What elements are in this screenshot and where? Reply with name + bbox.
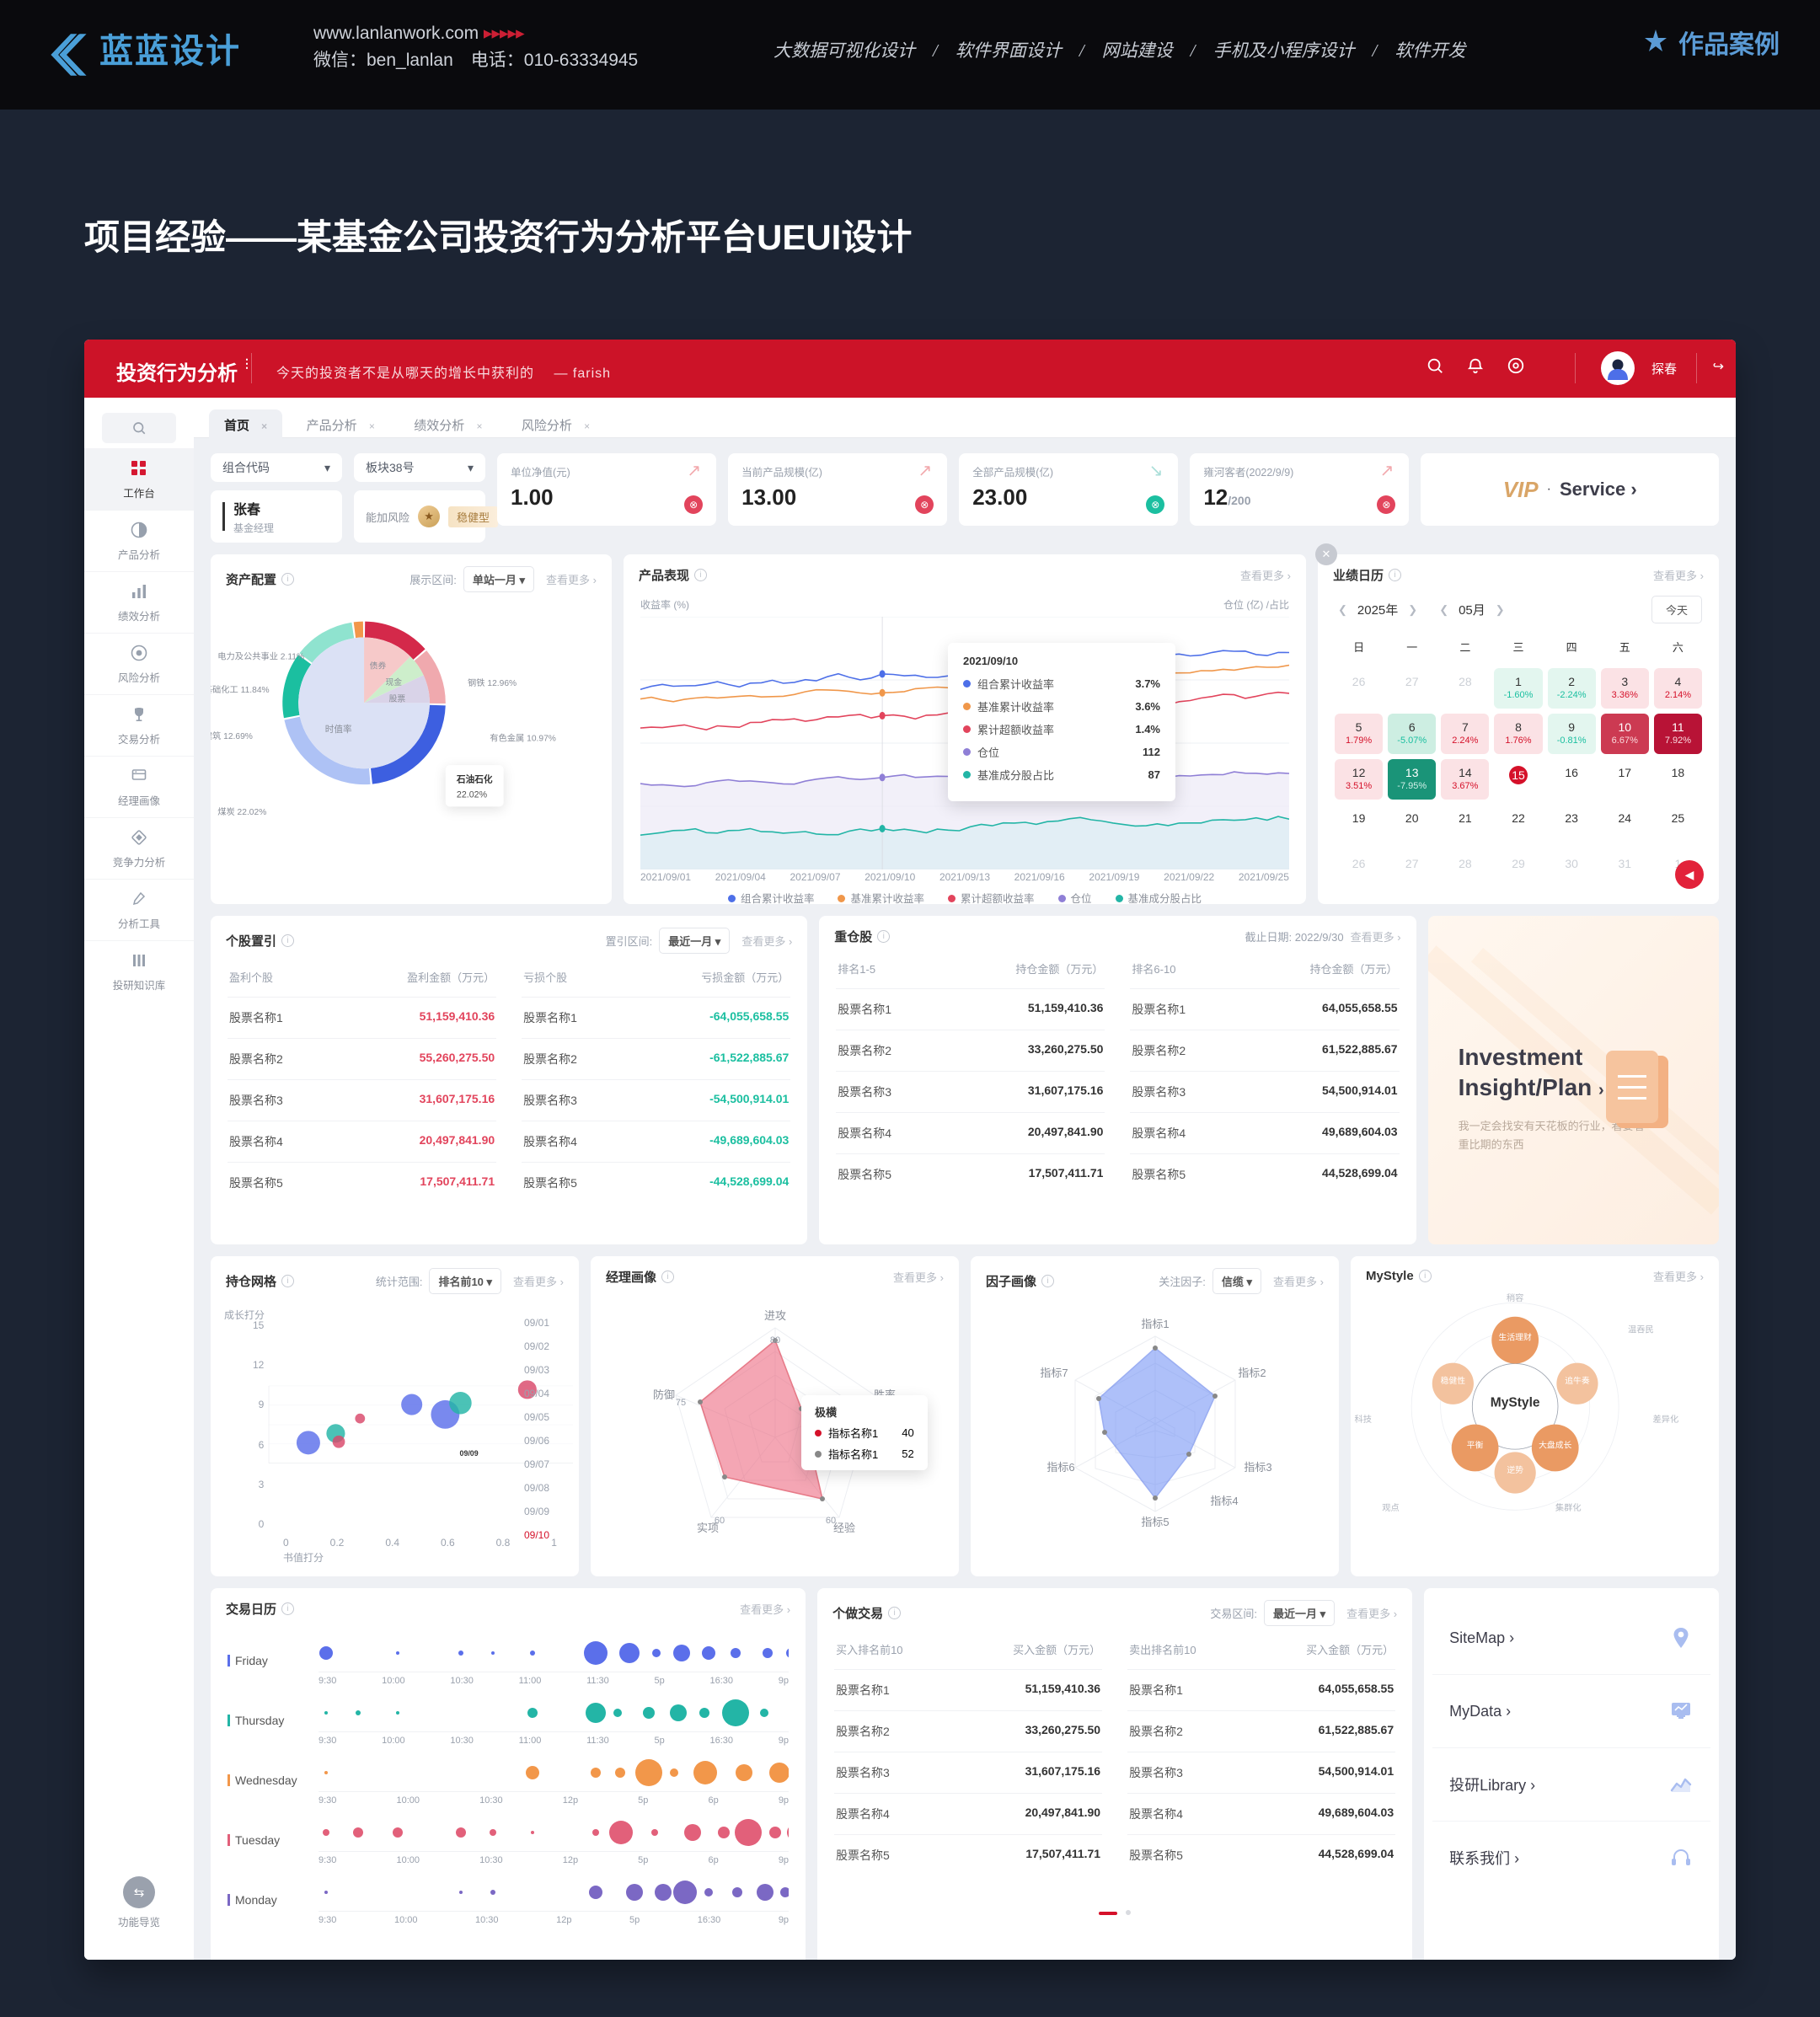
svg-text:进攻: 进攻 xyxy=(763,1309,785,1322)
svg-text:现金: 现金 xyxy=(385,677,402,687)
svg-text:指标4: 指标4 xyxy=(1210,1495,1238,1507)
svg-text:生活理财: 生活理财 xyxy=(1499,1332,1532,1343)
svg-text:MyStyle: MyStyle xyxy=(1491,1395,1540,1410)
svg-text:平衡: 平衡 xyxy=(1467,1441,1484,1451)
svg-text:75: 75 xyxy=(675,1398,685,1408)
svg-text:指标3: 指标3 xyxy=(1244,1461,1271,1474)
svg-text:防御: 防御 xyxy=(652,1388,674,1401)
svg-text:股票: 股票 xyxy=(389,694,406,704)
svg-text:时值率: 时值率 xyxy=(325,724,352,735)
svg-text:稍容: 稍容 xyxy=(1507,1292,1524,1303)
svg-text:逆势: 逆势 xyxy=(1507,1464,1523,1475)
svg-text:60: 60 xyxy=(825,1516,835,1526)
svg-text:科技: 科技 xyxy=(1355,1414,1373,1425)
svg-text:指标2: 指标2 xyxy=(1238,1367,1266,1379)
svg-text:指标7: 指标7 xyxy=(1040,1367,1068,1379)
svg-text:指标6: 指标6 xyxy=(1046,1461,1074,1474)
svg-text:60: 60 xyxy=(714,1516,724,1526)
svg-text:集群化: 集群化 xyxy=(1555,1502,1582,1513)
svg-text:稳健性: 稳健性 xyxy=(1441,1375,1466,1386)
svg-text:差异化: 差异化 xyxy=(1653,1414,1679,1425)
svg-text:温吞民: 温吞民 xyxy=(1628,1325,1654,1335)
svg-text:经验: 经验 xyxy=(832,1522,854,1534)
svg-text:观点: 观点 xyxy=(1382,1503,1400,1513)
svg-text:债券: 债券 xyxy=(370,660,387,671)
svg-text:指标5: 指标5 xyxy=(1141,1516,1169,1528)
svg-text:09/09: 09/09 xyxy=(460,1449,479,1458)
svg-text:80: 80 xyxy=(769,1335,779,1346)
svg-text:指标1: 指标1 xyxy=(1141,1318,1169,1330)
svg-text:大盘成长: 大盘成长 xyxy=(1539,1440,1571,1451)
svg-text:追牛奏: 追牛奏 xyxy=(1565,1375,1590,1386)
